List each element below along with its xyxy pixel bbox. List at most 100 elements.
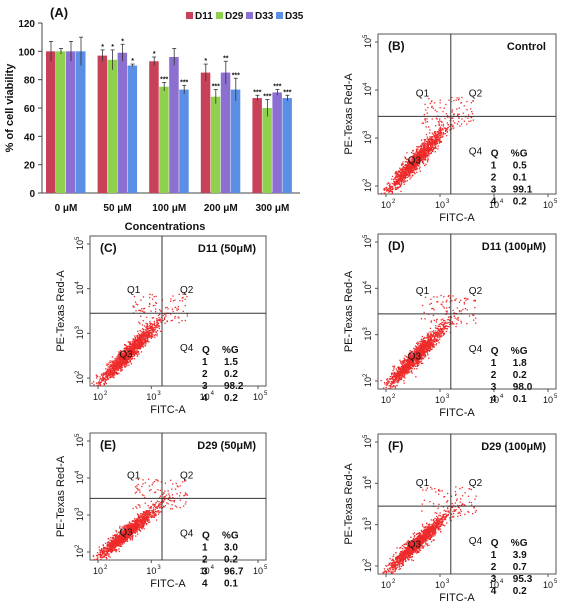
event-dot xyxy=(150,323,152,326)
event-dot xyxy=(96,377,98,379)
event-dot xyxy=(429,145,432,147)
event-dot xyxy=(101,380,103,382)
event-dot xyxy=(99,385,101,387)
event-dot xyxy=(461,123,463,125)
event-dot xyxy=(106,370,108,373)
event-dot xyxy=(392,365,394,367)
event-dot xyxy=(423,346,425,349)
event-dot xyxy=(433,332,435,335)
event-dot xyxy=(137,339,139,341)
event-dot xyxy=(419,149,421,151)
event-dot xyxy=(151,294,153,296)
event-dot xyxy=(437,301,439,303)
event-dot xyxy=(463,301,465,304)
event-dot xyxy=(443,332,445,334)
event-dot xyxy=(115,364,117,366)
table-header-q: Q xyxy=(491,346,499,357)
event-dot xyxy=(425,337,428,339)
event-dot xyxy=(410,170,412,172)
event-dot xyxy=(423,354,426,356)
event-dot xyxy=(426,341,429,343)
event-dot xyxy=(121,359,124,362)
event-dot xyxy=(391,188,393,191)
event-dot xyxy=(421,335,423,338)
event-dot xyxy=(430,138,432,140)
event-dot xyxy=(126,357,128,359)
event-dot xyxy=(416,354,418,356)
event-dot xyxy=(116,373,118,375)
event-dot xyxy=(107,373,110,375)
event-dot xyxy=(404,368,406,370)
event-dot xyxy=(402,181,404,183)
event-dot xyxy=(394,380,396,382)
event-dot xyxy=(104,373,106,376)
event-dot xyxy=(434,146,437,148)
event-dot xyxy=(412,363,414,365)
event-dot xyxy=(444,327,446,329)
event-dot xyxy=(420,145,422,147)
event-dot xyxy=(432,340,434,342)
y-tick-label: 10 xyxy=(363,86,373,96)
event-dot xyxy=(103,372,105,374)
event-dot xyxy=(415,156,417,158)
y-tick-exponent: 4 xyxy=(363,280,369,284)
event-dot xyxy=(416,346,418,348)
event-dot xyxy=(411,162,413,164)
event-dot xyxy=(421,339,423,341)
event-dot xyxy=(127,341,129,343)
event-dot xyxy=(435,139,437,141)
event-dot xyxy=(427,159,429,162)
event-dot xyxy=(411,372,413,374)
event-dot xyxy=(145,343,147,345)
event-dot xyxy=(416,348,418,350)
event-dot xyxy=(409,360,411,362)
event-dot xyxy=(472,119,474,121)
event-dot xyxy=(106,378,108,380)
event-dot xyxy=(410,167,412,169)
event-dot xyxy=(424,118,426,120)
event-dot xyxy=(147,333,149,335)
event-dot xyxy=(397,372,399,375)
event-dot xyxy=(409,164,411,166)
significance-mark: *** xyxy=(263,94,271,101)
event-dot xyxy=(401,376,403,378)
event-dot xyxy=(443,328,446,330)
event-dot xyxy=(111,366,113,368)
event-dot xyxy=(414,348,416,350)
event-dot xyxy=(109,375,111,377)
event-dot xyxy=(407,359,409,361)
event-dot xyxy=(420,144,422,147)
event-dot xyxy=(429,102,431,105)
event-dot xyxy=(421,348,423,350)
event-dot xyxy=(130,350,133,352)
event-dot xyxy=(426,146,428,148)
event-dot xyxy=(123,349,125,351)
event-dot xyxy=(407,171,409,174)
event-dot xyxy=(447,319,449,321)
event-dot xyxy=(427,142,429,144)
event-dot xyxy=(398,177,401,180)
event-dot xyxy=(425,109,427,111)
event-dot xyxy=(423,158,425,161)
event-dot xyxy=(133,340,135,342)
event-dot xyxy=(395,183,397,185)
event-dot xyxy=(158,317,160,319)
event-dot xyxy=(429,336,431,339)
event-dot xyxy=(417,165,419,167)
table-g-value: 0.5 xyxy=(513,160,527,171)
y-axis-label: PE-Texas Red-A xyxy=(55,270,67,352)
event-dot xyxy=(458,97,460,99)
event-dot xyxy=(142,342,144,344)
event-dot xyxy=(154,504,156,507)
event-dot xyxy=(401,168,403,170)
event-dot xyxy=(412,174,414,176)
event-dot xyxy=(146,316,148,318)
event-dot xyxy=(400,178,403,180)
event-dot xyxy=(102,379,105,382)
event-dot xyxy=(460,322,462,324)
event-dot xyxy=(131,352,133,355)
event-dot xyxy=(397,372,399,374)
event-dot xyxy=(416,365,418,368)
event-dot xyxy=(135,310,137,312)
